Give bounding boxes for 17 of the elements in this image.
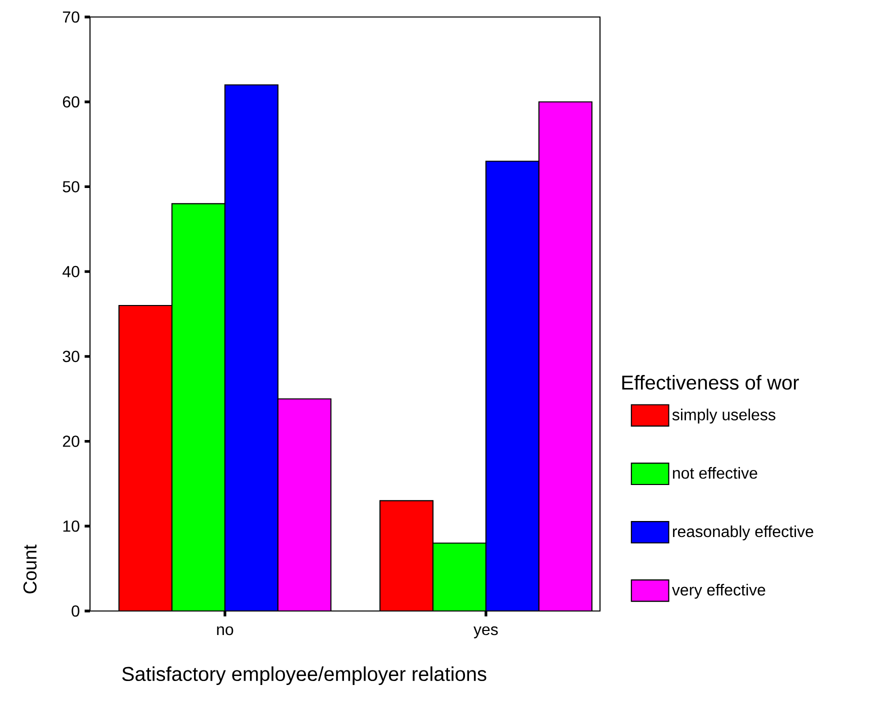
y-tick-label: 30 <box>62 350 80 362</box>
y-tick-label: 50 <box>62 181 80 192</box>
y-axis-title: Count <box>23 544 37 594</box>
x-tick-label: yes <box>474 626 498 638</box>
legend-label: very effective <box>672 584 766 599</box>
legend-title: Effectiveness of wor <box>622 374 799 390</box>
legend-label: reasonably effective <box>673 525 814 540</box>
y-tick-label: 60 <box>62 96 80 108</box>
legend-label: not effective <box>673 467 758 479</box>
x-axis-title: Satisfactory employee/employer relations <box>122 666 486 686</box>
x-tick-label: no <box>217 626 234 636</box>
y-tick-label: 70 <box>62 11 80 23</box>
y-tick-label: 40 <box>62 266 80 278</box>
y-tick-label: 20 <box>62 436 80 447</box>
y-tick-label: 0 <box>72 605 80 617</box>
y-tick-label: 10 <box>63 520 80 532</box>
legend-label: simply useless <box>672 408 776 424</box>
